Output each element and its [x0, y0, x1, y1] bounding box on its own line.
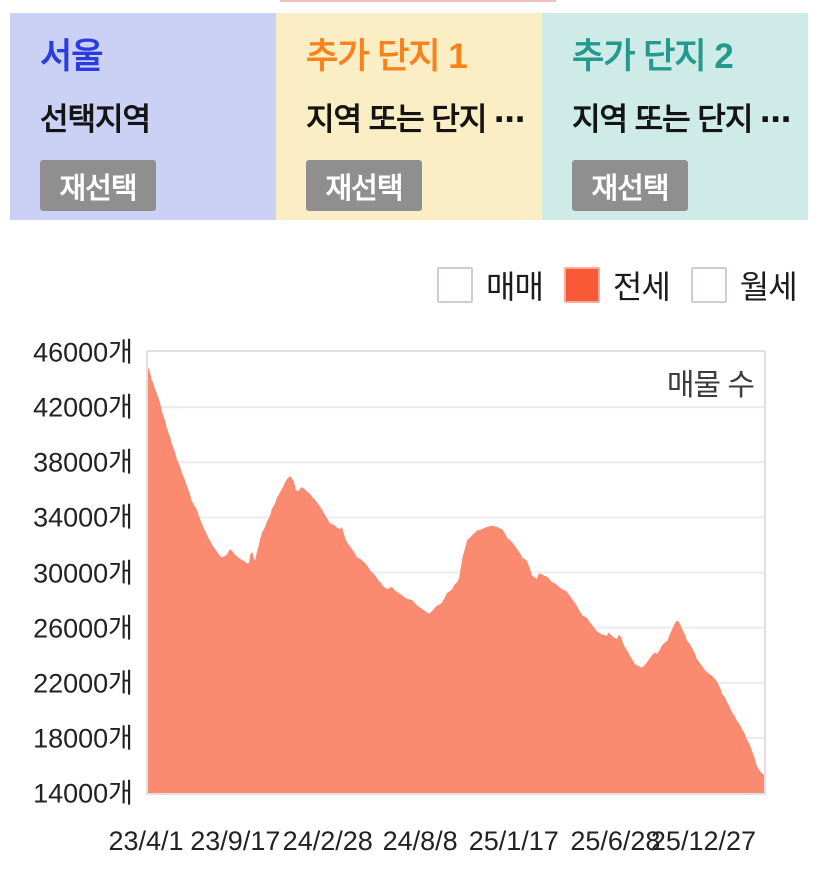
tab-indicator	[280, 0, 556, 2]
legend-label: 전세	[612, 269, 671, 305]
x-axis-label: 25/12/27	[650, 826, 757, 856]
region-panels: 서울 선택지역 재선택 추가 단지 1 지역 또는 단지 ⋯ 재선택 추가 단지…	[10, 13, 808, 220]
x-axis: 23/4/1 23/9/17 24/2/28 24/8/8 25/1/17 25/6/28…	[108, 826, 762, 862]
plot-area: 매물 수	[146, 350, 766, 795]
x-axis-label: 24/2/28	[282, 826, 373, 856]
x-axis-label: 23/9/17	[190, 826, 281, 856]
y-axis-label: 18000개	[33, 723, 133, 754]
legend-label: 월세	[739, 269, 798, 305]
x-axis-label: 23/4/1	[108, 826, 184, 856]
chart-title: 매물 수	[666, 369, 755, 402]
y-axis-label: 22000개	[33, 668, 133, 699]
y-axis: 46000개 42000개 38000개 34000개 30000개 26000개 2200…	[0, 338, 133, 809]
legend-label: 매매	[486, 269, 544, 305]
y-axis-label: 42000개	[33, 392, 133, 423]
y-axis-label: 34000개	[33, 502, 133, 533]
checkbox-unchecked-icon[interactable]	[437, 267, 473, 303]
y-axis-label: 26000개	[33, 613, 133, 644]
chart-legend: 매매 전세 월세	[437, 262, 798, 308]
panel-seoul: 서울 선택지역 재선택	[10, 13, 276, 220]
legend-item-jeonse[interactable]: 전세	[563, 262, 671, 308]
y-axis-label: 46000개	[33, 337, 133, 368]
y-axis-label: 38000개	[33, 447, 133, 478]
y-axis-label: 30000개	[33, 558, 133, 588]
panel-title: 서울	[40, 37, 103, 76]
x-axis-label: 24/8/8	[382, 826, 458, 856]
checkbox-checked-icon[interactable]	[563, 267, 600, 303]
panel-extra-2: 추가 단지 2 지역 또는 단지 ⋯ 재선택	[542, 13, 808, 220]
legend-item-wolse[interactable]: 월세	[690, 262, 798, 308]
panel-subtitle: 지역 또는 단지 ⋯	[572, 102, 791, 138]
panel-title: 추가 단지 1	[306, 37, 468, 76]
checkbox-unchecked-icon[interactable]	[690, 267, 727, 303]
panel-title: 추가 단지 2	[572, 37, 734, 76]
x-axis-label: 25/6/28	[570, 826, 661, 856]
panel-subtitle: 지역 또는 단지 ⋯	[306, 102, 525, 138]
panel-subtitle: 선택지역	[40, 102, 151, 138]
legend-item-maemae[interactable]: 매매	[437, 262, 544, 308]
y-axis-label: 14000개	[33, 778, 133, 809]
x-axis-label: 25/1/17	[468, 826, 559, 856]
reselect-button[interactable]: 재선택	[306, 160, 422, 212]
reselect-button[interactable]: 재선택	[572, 160, 688, 212]
reselect-button[interactable]: 재선택	[40, 160, 156, 212]
area-chart	[148, 367, 764, 793]
panel-extra-1: 추가 단지 1 지역 또는 단지 ⋯ 재선택	[276, 13, 542, 220]
